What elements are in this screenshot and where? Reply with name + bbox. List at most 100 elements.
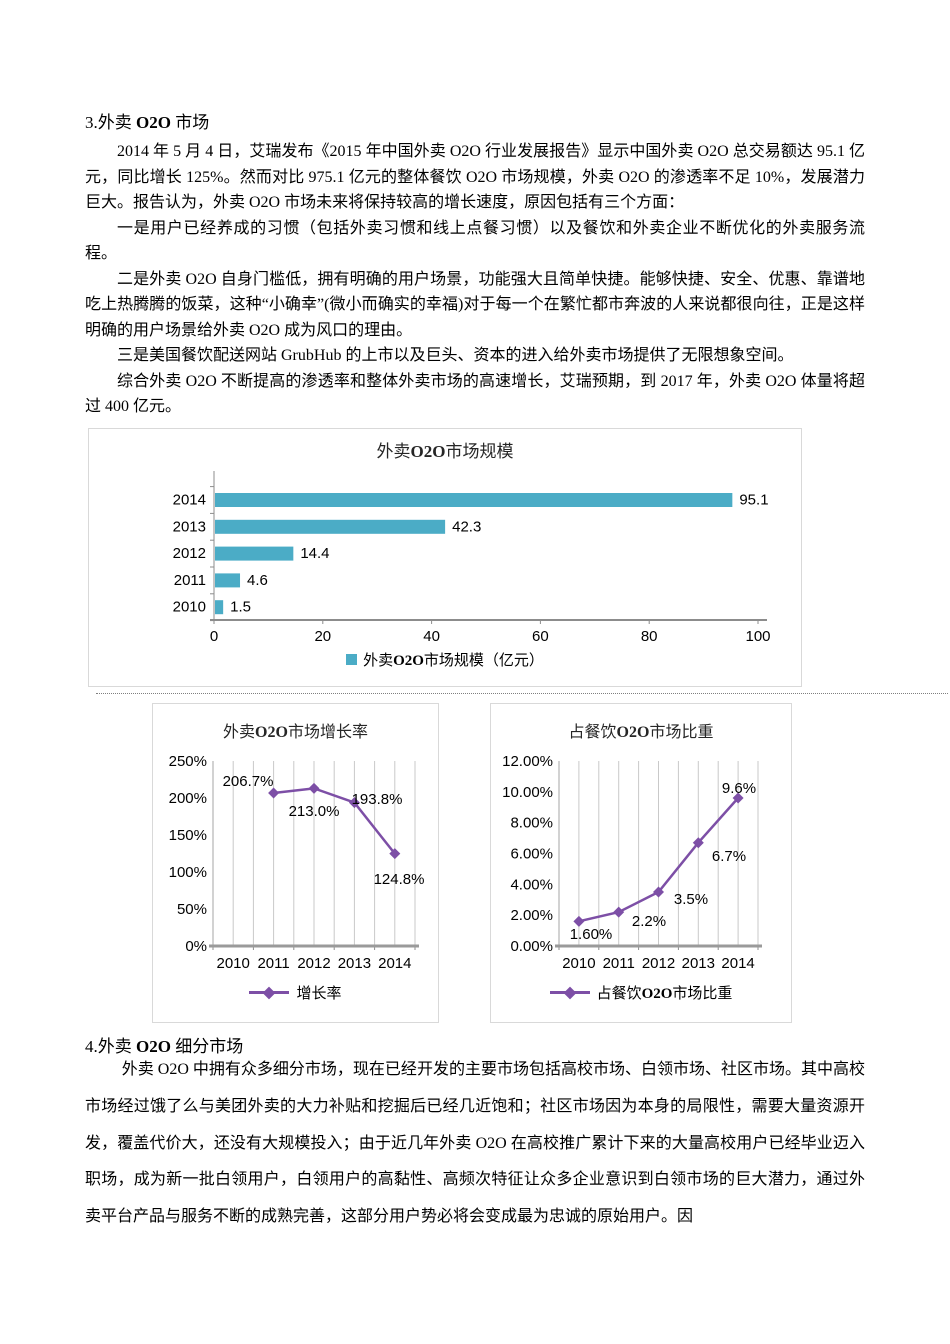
title-bold-text: O2O	[410, 442, 446, 461]
paragraph: 二是外卖 O2O 自身门槛低，拥有明确的用户场景，功能强大且简单快捷。能够快捷、…	[85, 270, 865, 339]
diamond-marker-icon	[263, 986, 276, 999]
value-label: 14.4	[300, 545, 329, 562]
x-category-label: 2011	[603, 955, 635, 972]
x-category-label: 2010	[562, 955, 595, 972]
y-tick-label: 0.00%	[510, 938, 553, 955]
value-label: 1.5	[230, 599, 251, 616]
title-text: 市场比重	[649, 724, 714, 741]
legend-text: 市场规模（亿元）	[423, 653, 544, 669]
category-label: 2014	[173, 492, 206, 509]
y-tick-label: 100%	[169, 864, 207, 881]
x-category-label: 2013	[682, 955, 715, 972]
y-tick-label: 0%	[185, 938, 207, 955]
x-category-label: 2011	[257, 955, 289, 972]
y-tick-label: 10.00%	[502, 784, 553, 801]
marker-diamond-icon	[613, 906, 625, 918]
chart-title: 外卖O2O市场增长率	[153, 718, 438, 742]
share-chart-plot: 0.00% 2.00% 4.00% 6.00% 8.00% 10.00% 12.00% 201…	[502, 753, 762, 972]
y-tick-label: 150%	[169, 827, 207, 844]
marker-diamond-icon	[348, 797, 360, 809]
title-text: 市场增长率	[287, 724, 368, 741]
value-label: 42.3	[452, 518, 481, 535]
y-tick-label: 200%	[169, 790, 207, 807]
marker-diamond-icon	[268, 787, 280, 799]
y-tick-label: 250%	[169, 753, 207, 770]
share-chart-legend: 占餐饮O2O市场比重	[491, 982, 791, 1003]
bar-chart-legend: 外卖O2O市场规模（亿元）	[89, 649, 801, 670]
legend-bold-text: O2O	[641, 986, 673, 1002]
title-text: 外卖	[376, 442, 411, 461]
heading-text: 4.外卖	[85, 1037, 136, 1056]
section-4-heading: 4.外卖 O2O 细分市场	[85, 1032, 865, 1057]
marker-diamond-icon	[573, 915, 585, 927]
bar-2014	[215, 493, 733, 507]
y-tick-label: 8.00%	[510, 815, 553, 832]
y-tick-label: 2.00%	[510, 907, 553, 924]
x-category-label: 2014	[378, 955, 411, 972]
x-category-label: 2013	[338, 955, 371, 972]
data-label: 124.8%	[374, 871, 425, 888]
growth-chart-plot: 0% 50% 100% 150% 200% 250% 2010 2011 2012 2013 201…	[169, 753, 425, 972]
data-label: 206.7%	[223, 773, 274, 790]
title-text: 外卖	[223, 724, 256, 741]
x-category-label: 2014	[721, 955, 754, 972]
heading-bold-text: O2O	[136, 113, 171, 132]
y-tick-label: 6.00%	[510, 846, 553, 863]
title-bold-text: O2O	[616, 724, 650, 741]
marker-diamond-icon	[308, 782, 320, 794]
data-label: 9.6%	[722, 780, 756, 797]
legend-bold-text: O2O	[393, 653, 424, 669]
category-label: 2011	[174, 572, 206, 589]
marker-diamond-icon	[732, 792, 744, 804]
legend-label: 增长率	[296, 982, 341, 1003]
bar-2012	[215, 546, 294, 561]
category-label: 2013	[173, 518, 206, 535]
paragraph: 三是美国餐饮配送网站 GrubHub 的上市以及巨头、资本的进入给外卖市场提供了…	[117, 347, 794, 364]
data-line	[273, 787, 396, 855]
growth-chart-legend: 增长率	[153, 982, 438, 1003]
category-label: 2012	[173, 545, 206, 562]
chart-market-size: 外卖O2O市场规模 0 20 40 60 80 100 2014 95.1 2013 42.3 20…	[88, 428, 802, 687]
x-category-label: 2012	[297, 955, 330, 972]
title-text: 占餐饮	[568, 724, 617, 741]
legend-text: 市场比重	[672, 986, 733, 1002]
heading-text: 市场	[170, 113, 210, 132]
legend-text: 增长率	[296, 986, 342, 1002]
paragraph: 外卖 O2O 中拥有众多细分市场，现在已经开发的主要市场包括高校市场、白领市场、…	[85, 1061, 865, 1226]
legend-line-marker-icon	[549, 986, 590, 999]
heading-bold-text: O2O	[136, 1037, 171, 1056]
section-3-body: 2014 年 5 月 4 日，艾瑞发布《2015 年中国外卖 O2O 行业发展报…	[85, 139, 865, 420]
data-label: 6.7%	[712, 848, 746, 865]
legend-text: 占餐饮	[596, 986, 642, 1002]
x-tick-label: 20	[314, 628, 331, 645]
legend-line-marker-icon	[249, 986, 290, 999]
y-tick-label: 4.00%	[510, 876, 553, 893]
marker-diamond-icon	[389, 848, 401, 860]
section-4-body: 外卖 O2O 中拥有众多细分市场，现在已经开发的主要市场包括高校市场、白领市场、…	[85, 1052, 865, 1236]
title-text: 市场规模	[445, 442, 514, 461]
chart-share-of-catering: 占餐饮O2O市场比重 0.00% 2.00% 4.00% 6.00% 8.00% 10.0…	[490, 703, 792, 1023]
data-label: 1.60%	[570, 926, 613, 943]
bar-2011	[215, 573, 241, 588]
paragraph: 一是用户已经养成的习惯（包括外卖习惯和线上点餐习惯）以及餐饮和外卖企业不断优化的…	[85, 219, 865, 263]
x-category-label: 2012	[642, 955, 675, 972]
value-label: 95.1	[739, 492, 768, 509]
chart-title: 占餐饮O2O市场比重	[491, 718, 791, 742]
data-label: 2.2%	[632, 913, 666, 930]
legend-label: 外卖O2O市场规模（亿元）	[363, 649, 544, 670]
data-label: 193.8%	[352, 791, 403, 808]
chart-title: 外卖O2O市场规模	[89, 437, 801, 462]
x-tick-label: 0	[210, 628, 218, 645]
chart-growth-rate: 外卖O2O市场增长率 0% 50% 100% 150% 200% 250% 2010 2011…	[152, 703, 439, 1023]
x-tick-label: 40	[423, 628, 440, 645]
heading-text: 3.外卖	[85, 113, 136, 132]
y-tick-label: 50%	[177, 901, 207, 918]
dotted-separator	[96, 693, 948, 694]
data-label: 3.5%	[674, 891, 708, 908]
legend-label: 占餐饮O2O市场比重	[597, 982, 733, 1003]
section-3-heading: 3.外卖 O2O 市场	[85, 108, 865, 133]
heading-text: 细分市场	[170, 1037, 244, 1056]
bar-2010	[215, 600, 224, 615]
paragraph: 综合外卖 O2O 不断提高的渗透率和整体外卖市场的高速增长，艾瑞预期，到 201…	[85, 372, 865, 416]
value-label: 4.6	[247, 572, 268, 589]
